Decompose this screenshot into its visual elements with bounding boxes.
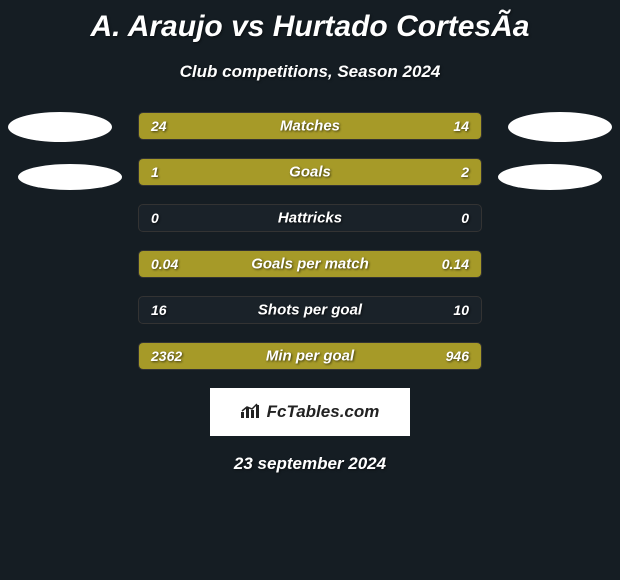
stat-row: 24 Matches 14 xyxy=(138,112,482,140)
stat-left-value: 16 xyxy=(151,302,167,318)
team-right-avatar xyxy=(498,164,602,190)
stat-label: Min per goal xyxy=(266,348,354,365)
team-left-avatar xyxy=(18,164,122,190)
stat-row: 2362 Min per goal 946 xyxy=(138,342,482,370)
stat-label: Shots per goal xyxy=(258,302,362,319)
stat-row: 0 Hattricks 0 xyxy=(138,204,482,232)
stat-label: Goals per match xyxy=(251,256,369,273)
stat-right-value: 0.14 xyxy=(442,256,469,272)
stats-container: 24 Matches 14 1 Goals 2 0 Hattricks 0 0.04 Goals p… xyxy=(0,112,620,370)
stat-row: 16 Shots per goal 10 xyxy=(138,296,482,324)
stat-row: 1 Goals 2 xyxy=(138,158,482,186)
logo-text: FcTables.com xyxy=(267,402,380,422)
player-right-avatar xyxy=(508,112,612,142)
comparison-subtitle: Club competitions, Season 2024 xyxy=(0,62,620,82)
stat-right-value: 2 xyxy=(461,164,469,180)
stat-right-value: 10 xyxy=(453,302,469,318)
comparison-title: A. Araujo vs Hurtado CortesÃ­a xyxy=(0,0,620,44)
stat-row: 0.04 Goals per match 0.14 xyxy=(138,250,482,278)
stat-right-value: 946 xyxy=(446,348,469,364)
player-left-avatar xyxy=(8,112,112,142)
stat-left-value: 1 xyxy=(151,164,159,180)
report-date: 23 september 2024 xyxy=(0,454,620,474)
stat-label: Matches xyxy=(280,118,340,135)
stat-left-value: 0 xyxy=(151,210,159,226)
stat-left-value: 24 xyxy=(151,118,167,134)
stat-right-value: 0 xyxy=(461,210,469,226)
stat-left-value: 2362 xyxy=(151,348,182,364)
chart-icon xyxy=(241,402,261,423)
bar-right xyxy=(253,159,481,185)
stat-right-value: 14 xyxy=(453,118,469,134)
stat-label: Hattricks xyxy=(278,210,342,227)
fctables-logo[interactable]: FcTables.com xyxy=(210,388,410,436)
stat-label: Goals xyxy=(289,164,331,181)
stat-left-value: 0.04 xyxy=(151,256,178,272)
